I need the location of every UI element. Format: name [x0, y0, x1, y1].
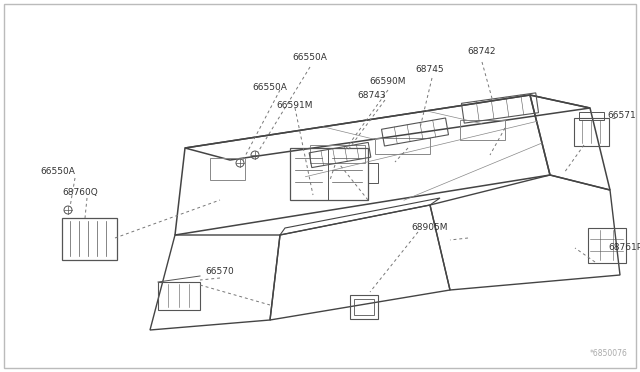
Bar — [460, 120, 505, 140]
Text: 68760Q: 68760Q — [62, 187, 98, 196]
Text: 66550A: 66550A — [40, 167, 76, 176]
Bar — [588, 228, 626, 263]
Bar — [290, 148, 368, 200]
Bar — [579, 112, 604, 120]
Bar — [375, 138, 430, 154]
Text: 66590M: 66590M — [370, 77, 406, 87]
Text: 66591M: 66591M — [276, 100, 313, 109]
Bar — [310, 145, 365, 163]
Text: 66550A: 66550A — [292, 54, 328, 62]
Text: 66570: 66570 — [205, 267, 234, 276]
Text: 68905M: 68905M — [412, 224, 448, 232]
Bar — [368, 163, 378, 183]
Bar — [158, 282, 200, 310]
Text: 68742: 68742 — [468, 48, 496, 57]
Bar — [350, 295, 378, 319]
Bar — [574, 118, 609, 146]
Text: 68761P: 68761P — [608, 244, 640, 253]
Text: 68743: 68743 — [358, 92, 387, 100]
Bar — [210, 158, 245, 180]
Bar — [62, 218, 117, 260]
Text: 68745: 68745 — [416, 65, 444, 74]
Text: 66571: 66571 — [607, 110, 636, 119]
Text: *6850076: *6850076 — [590, 349, 628, 358]
Text: 66550A: 66550A — [253, 83, 287, 93]
Bar — [354, 299, 374, 315]
